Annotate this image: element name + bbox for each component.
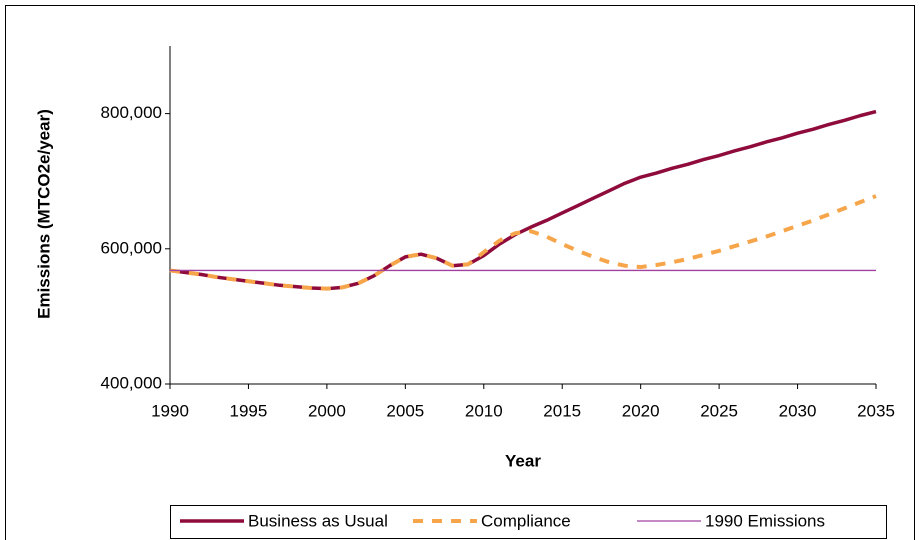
x-tick-label: 2010	[465, 401, 503, 420]
x-tick-label: 2015	[543, 401, 581, 420]
x-tick-label: 2005	[386, 401, 424, 420]
x-axis-label: Year	[505, 451, 541, 470]
x-tick-label: 2020	[622, 401, 660, 420]
legend-label: Business as Usual	[248, 511, 388, 530]
y-tick-label: 800,000	[101, 103, 162, 122]
line-series	[169, 194, 877, 291]
x-tick-label: 1995	[230, 401, 268, 420]
x-tick-label: 2000	[308, 401, 346, 420]
x-tick-label: 2035	[857, 401, 895, 420]
legend-box	[170, 505, 887, 539]
y-tick-label: 400,000	[101, 373, 162, 392]
x-tick-label: 1990	[151, 401, 189, 420]
y-axis-label: Emissions (MTCO2e/year)	[34, 109, 53, 319]
line-series	[169, 109, 877, 291]
legend-label: Compliance	[481, 511, 571, 530]
chart-frame	[5, 5, 915, 540]
legend-label: 1990 Emissions	[705, 511, 825, 530]
x-tick-label: 2030	[779, 401, 817, 420]
y-tick-label: 600,000	[101, 238, 162, 257]
x-tick-label: 2025	[700, 401, 738, 420]
